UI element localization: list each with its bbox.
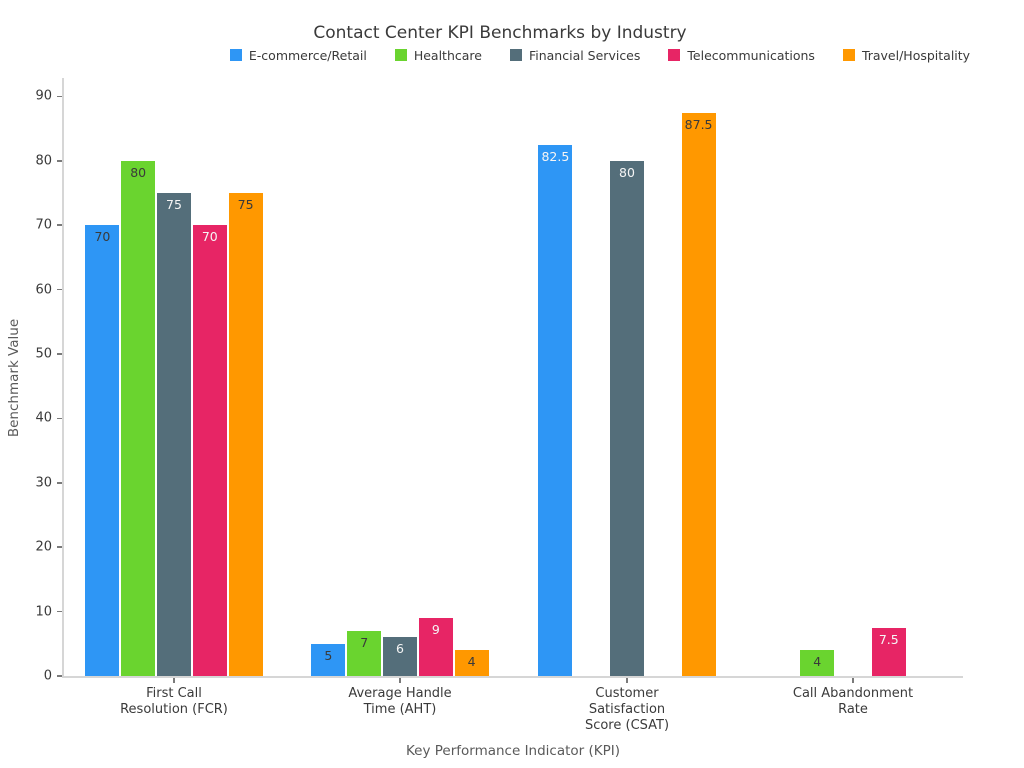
x-tick-mark	[852, 677, 854, 683]
bar-value-label: 5	[324, 647, 333, 663]
legend-label: Telecommunications	[687, 47, 815, 63]
bar-healthcare-2	[347, 630, 382, 676]
y-tick-mark	[57, 224, 62, 226]
bar-financial-services-2	[383, 637, 417, 676]
y-tick-mark	[57, 160, 62, 162]
chart-legend: E-commerce/Retail Healthcare Financial Ser…	[188, 46, 1012, 64]
legend-label: Financial Services	[528, 47, 641, 63]
y-tick-mark	[57, 417, 62, 420]
y-tick-label: 30	[35, 475, 52, 491]
x-tick-mark	[399, 677, 401, 683]
bar-healthcare-1	[121, 160, 156, 676]
legend-label: Travel/Hospitality	[861, 47, 971, 63]
legend-item-e-commerce-retail: E-commerce/Retail	[229, 47, 367, 63]
bar-healthcare-4	[800, 650, 835, 676]
y-tick-mark	[57, 675, 62, 677]
x-tick-label: Average Handle Time (AHT)	[348, 686, 452, 717]
y-tick-mark	[57, 482, 62, 484]
legend-swatch	[229, 49, 242, 61]
bar-e-commerce-retail-2	[311, 643, 346, 676]
y-tick-label: 80	[35, 153, 52, 169]
y-tick-mark	[57, 353, 62, 355]
bar-financial-services-1	[157, 193, 191, 676]
legend-item-telecommunications: Telecommunications	[668, 48, 815, 63]
bar-value-label: 7.5	[878, 631, 899, 647]
bar-value-label: 80	[619, 164, 635, 180]
bar-travel-hospitality-1	[228, 193, 263, 676]
legend-swatch	[842, 49, 855, 61]
bar-e-commerce-retail-1	[85, 225, 120, 676]
chart-title: Contact Center KPI Benchmarks by Industr…	[313, 23, 687, 43]
legend-item-healthcare: Healthcare	[394, 47, 482, 63]
y-tick-label: 40	[35, 410, 52, 426]
bar-value-label: 4	[467, 654, 476, 670]
bar-value-label: 70	[94, 229, 111, 245]
legend-swatch	[509, 49, 522, 61]
bar-value-label: 75	[237, 197, 254, 212]
bar-value-label: 80	[130, 164, 147, 180]
x-tick-label: Customer Satisfaction Score (CSAT)	[584, 686, 670, 733]
legend-label: Healthcare	[413, 47, 482, 63]
bar-value-label: 70	[201, 229, 218, 245]
legend-item-travel-hospitality: Travel/Hospitality	[842, 47, 971, 63]
bar-value-label: 6	[396, 641, 404, 657]
y-tick-mark	[57, 288, 62, 291]
x-tick-mark	[173, 677, 175, 683]
y-axis-spine	[62, 78, 64, 677]
x-tick-label: First Call Resolution (FCR)	[120, 686, 228, 717]
bar-value-label: 75	[166, 197, 182, 212]
y-tick-label: 70	[35, 217, 52, 233]
bar-travel-hospitality-2	[454, 650, 489, 676]
bar-value-label: 4	[813, 654, 822, 670]
bar-financial-services-3	[610, 160, 644, 676]
bar-value-label: 87.5	[684, 116, 713, 132]
bar-telecommunications-4	[871, 627, 906, 676]
bar-travel-hospitality-3	[681, 112, 716, 676]
bar-telecommunications-2	[418, 618, 453, 676]
legend-item-financial-services: Financial Services	[509, 47, 641, 63]
legend-swatch	[668, 49, 681, 61]
x-axis-spine	[62, 676, 963, 678]
y-tick-label: 0	[43, 668, 52, 684]
x-tick-label: Call Abandonment Rate	[792, 686, 914, 717]
legend-label: E-commerce/Retail	[248, 47, 367, 63]
y-tick-label: 60	[35, 282, 52, 298]
y-tick-mark	[57, 95, 62, 98]
y-tick-label: 10	[35, 604, 52, 620]
x-axis-title: Key Performance Indicator (KPI)	[405, 743, 621, 759]
x-tick-mark	[626, 677, 628, 683]
bar-value-label: 82.5	[541, 148, 570, 164]
bar-telecommunications-1	[192, 225, 227, 676]
bar-value-label: 9	[431, 622, 440, 638]
y-tick-mark	[57, 546, 62, 548]
y-tick-label: 50	[35, 346, 52, 362]
bar-value-label: 7	[360, 634, 369, 650]
y-tick-label: 20	[35, 539, 52, 555]
y-tick-mark	[57, 610, 62, 613]
y-tick-label: 90	[35, 88, 52, 104]
legend-swatch	[394, 49, 407, 61]
bar-e-commerce-retail-3	[538, 144, 573, 676]
